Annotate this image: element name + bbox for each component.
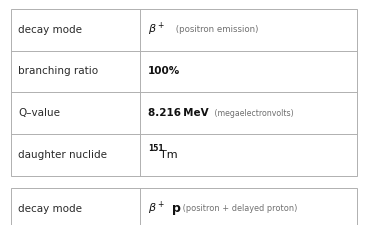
Text: Q–value: Q–value	[18, 108, 60, 118]
Bar	[11, 9, 357, 176]
Text: (positron emission): (positron emission)	[173, 25, 258, 34]
Text: 100%: 100%	[148, 66, 180, 77]
Text: branching ratio: branching ratio	[18, 66, 99, 77]
Text: (megaelectronvolts): (megaelectronvolts)	[212, 109, 294, 118]
Text: p: p	[172, 202, 181, 215]
Text: 151: 151	[148, 144, 163, 153]
Text: daughter nuclide: daughter nuclide	[18, 150, 107, 160]
Text: $\mathit{\beta}^+$: $\mathit{\beta}^+$	[148, 200, 165, 217]
Bar	[11, 188, 357, 225]
Text: Tm: Tm	[160, 150, 177, 160]
Text: decay mode: decay mode	[18, 25, 82, 35]
Text: (positron + delayed proton): (positron + delayed proton)	[180, 204, 298, 213]
Text: 8.216 MeV: 8.216 MeV	[148, 108, 209, 118]
Text: $\mathit{\beta}^+$: $\mathit{\beta}^+$	[148, 21, 165, 38]
Text: decay mode: decay mode	[18, 204, 82, 214]
